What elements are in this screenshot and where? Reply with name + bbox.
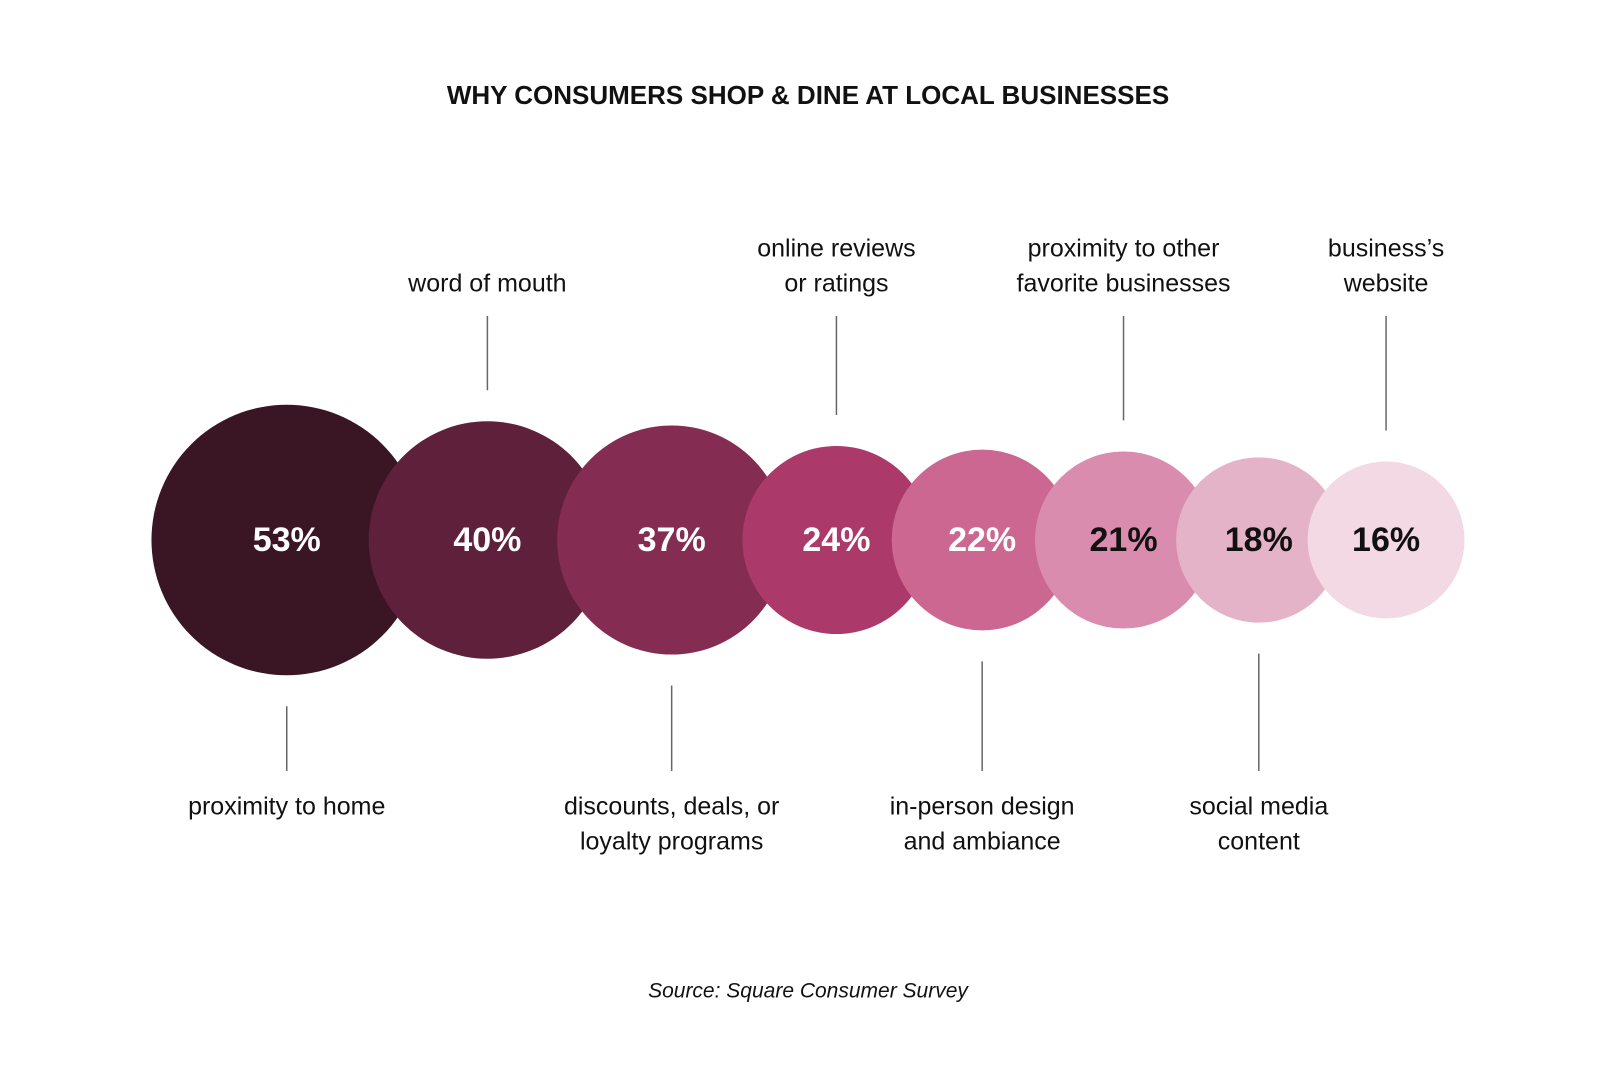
category-label: proximity to other xyxy=(1028,235,1220,263)
value-label: 37% xyxy=(638,521,706,559)
value-label: 40% xyxy=(453,521,521,559)
category-label: social media xyxy=(1189,793,1328,821)
bubble xyxy=(1034,451,1213,629)
bubble xyxy=(742,445,931,635)
category-label: favorite businesses xyxy=(1017,270,1231,298)
category-label: discounts, deals, or xyxy=(564,793,779,821)
category-label: proximity to home xyxy=(188,793,385,821)
bubble xyxy=(891,449,1073,631)
category-label: in-person design xyxy=(890,793,1075,821)
category-label: word of mouth xyxy=(407,270,566,298)
value-label: 24% xyxy=(802,521,870,559)
bubble xyxy=(1176,457,1342,623)
value-label: 21% xyxy=(1090,521,1158,559)
bubble xyxy=(1307,461,1465,619)
category-label: content xyxy=(1218,828,1300,856)
bubble xyxy=(151,404,423,676)
category-label: website xyxy=(1343,270,1429,298)
value-label: 53% xyxy=(253,521,321,559)
category-label: online reviews xyxy=(757,235,915,263)
category-label: business’s xyxy=(1328,235,1444,263)
value-label: 16% xyxy=(1352,521,1420,559)
source-note: Source: Square Consumer Survey xyxy=(648,980,969,1003)
category-label: or ratings xyxy=(784,270,888,298)
category-label: and ambiance xyxy=(904,828,1061,856)
bubble xyxy=(368,421,607,659)
bubble xyxy=(557,425,787,655)
value-label: 18% xyxy=(1225,521,1293,559)
value-label: 22% xyxy=(948,521,1016,559)
category-label: loyalty programs xyxy=(580,828,763,856)
chart-title: WHY CONSUMERS SHOP & DINE AT LOCAL BUSIN… xyxy=(447,80,1169,110)
